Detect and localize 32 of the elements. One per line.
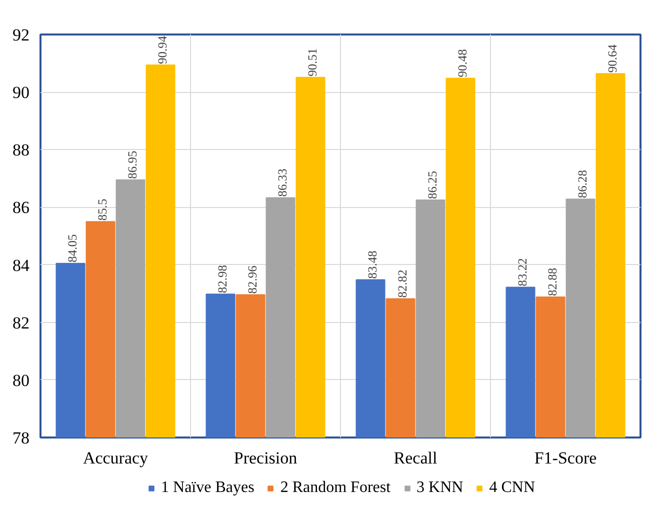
y-tick-label: 78: [12, 428, 30, 448]
data-label: 82.98: [216, 265, 230, 294]
y-tick-label: 92: [12, 26, 30, 44]
y-tick-label: 80: [12, 370, 30, 390]
y-tick-label: 82: [12, 313, 30, 332]
legend-label: 2 Random Forest: [280, 479, 391, 497]
data-label: 86.95: [126, 150, 140, 179]
data-label: 82.82: [396, 270, 410, 298]
legend-label: 1 Naïve Bayes: [161, 479, 254, 497]
y-tick-label: 90: [12, 83, 30, 102]
data-label: 90.48: [456, 49, 470, 78]
x-tick-label: Accuracy: [82, 448, 149, 468]
data-label: 85.5: [96, 198, 110, 221]
data-label: 83.22: [516, 258, 530, 286]
y-tick-label: 84: [12, 256, 30, 275]
x-tick-label: Precision: [234, 448, 298, 468]
data-label: 90.64: [606, 44, 620, 73]
data-label: 82.88: [546, 268, 560, 296]
data-label: 90.94: [156, 35, 170, 64]
data-label: 82.96: [246, 266, 260, 294]
y-tick-label: 86: [12, 198, 30, 218]
y-tick-label: 88: [12, 140, 30, 160]
data-label: 90.51: [306, 48, 320, 76]
data-label: 84.05: [66, 234, 80, 262]
x-tick-label: F1-Score: [534, 448, 597, 468]
data-label: 86.28: [576, 170, 590, 198]
legend-label: 3 KNN: [416, 479, 464, 497]
data-label: 86.25: [426, 170, 440, 200]
data-label: 86.33: [276, 168, 290, 197]
data-label: 83.48: [366, 250, 380, 279]
legend-label: 4 CNN: [489, 479, 535, 497]
x-tick-label: Recall: [394, 448, 438, 468]
